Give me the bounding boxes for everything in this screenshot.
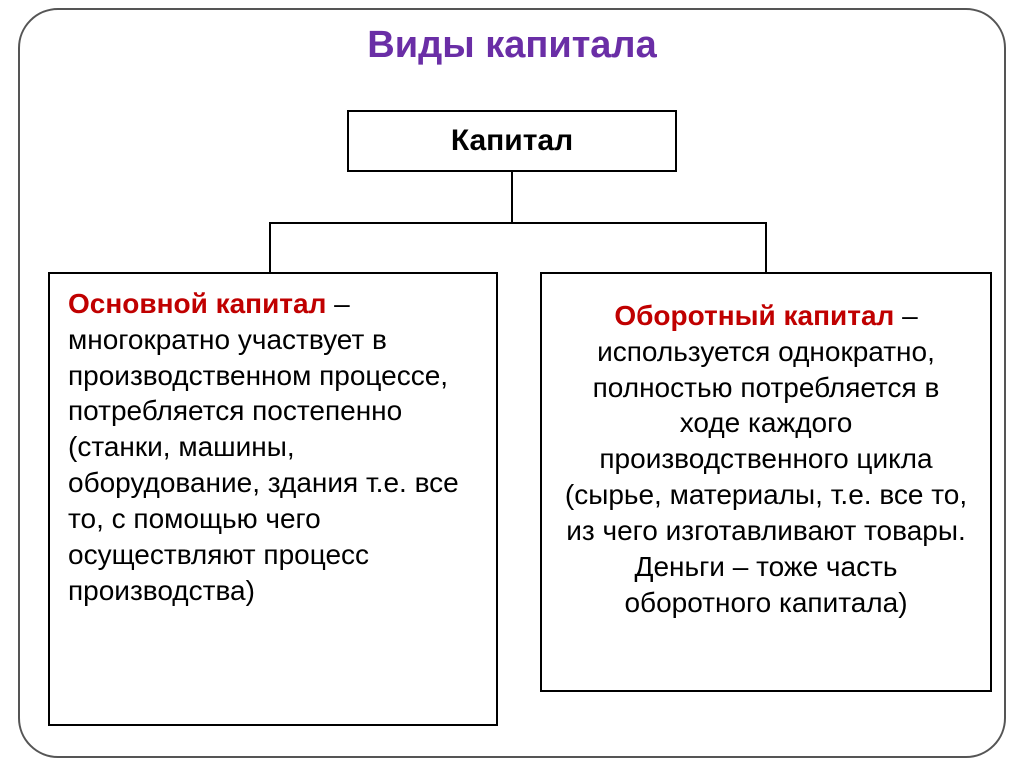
left-body: – многократно участвует в производственн…	[68, 288, 459, 606]
root-node: Капитал	[347, 110, 677, 172]
conn-right-vdrop	[765, 222, 767, 272]
conn-hline	[269, 222, 767, 224]
right-term: Оборотный капитал	[614, 300, 894, 331]
left-node: Основной капитал – многократно участвует…	[48, 272, 498, 726]
left-term: Основной капитал	[68, 288, 326, 319]
conn-root-vdrop	[511, 172, 513, 222]
diagram-title: Виды капитала	[367, 24, 656, 67]
conn-left-vdrop	[269, 222, 271, 272]
title-text: Виды капитала	[367, 24, 656, 66]
right-node: Оборотный капитал – используется однокра…	[540, 272, 992, 692]
root-label: Капитал	[451, 124, 573, 158]
right-body: – используется однократно, полностью пот…	[565, 300, 967, 618]
